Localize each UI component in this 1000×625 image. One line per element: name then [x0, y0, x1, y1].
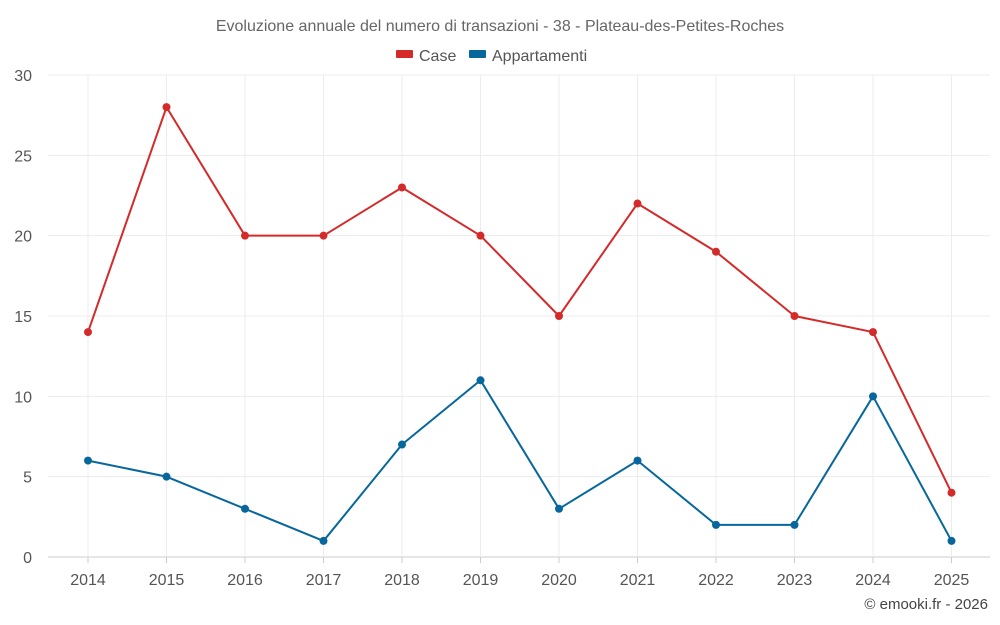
data-point-case [633, 199, 642, 208]
y-tick-label: 5 [23, 470, 32, 487]
data-point-appartamenti [319, 536, 328, 545]
data-point-case [241, 231, 249, 240]
data-point-appartamenti [162, 472, 171, 481]
x-tick-label: 2024 [855, 572, 891, 589]
data-point-appartamenti [790, 520, 799, 529]
data-point-appartamenti [712, 520, 720, 529]
data-point-appartamenti [398, 440, 406, 449]
credit-text: © emooki.fr - 2026 [864, 596, 988, 613]
data-point-case [712, 247, 720, 256]
data-point-case [162, 103, 171, 112]
data-point-case [869, 328, 877, 337]
data-point-case [476, 231, 485, 240]
data-point-case [319, 231, 328, 240]
data-point-appartamenti [633, 456, 642, 465]
data-point-appartamenti [555, 504, 563, 513]
y-tick-label: 15 [14, 309, 32, 326]
x-tick-label: 2018 [384, 572, 420, 589]
data-point-case [398, 183, 406, 192]
data-point-case [84, 328, 92, 337]
legend-label-appartamenti[interactable]: Appartamenti [492, 48, 587, 65]
data-point-appartamenti [869, 392, 877, 401]
chart-legend: Case Appartamenti [396, 48, 587, 65]
legend-swatch-case [396, 50, 413, 58]
y-tick-label: 10 [14, 389, 32, 406]
y-tick-label: 0 [23, 550, 32, 567]
data-point-case [790, 312, 799, 320]
y-axis-ticks: 0 5 10 15 20 25 30 [14, 68, 32, 567]
x-tick-label: 2020 [541, 572, 577, 589]
data-point-appartamenti [947, 536, 956, 545]
x-tick-label: 2017 [306, 572, 342, 589]
x-tick-label: 2022 [698, 572, 734, 589]
x-tick-label: 2016 [227, 572, 263, 589]
x-tick-label: 2019 [463, 572, 499, 589]
x-tick-label: 2021 [620, 572, 656, 589]
data-point-case [947, 488, 956, 497]
x-tick-label: 2025 [934, 572, 970, 589]
y-tick-label: 30 [14, 68, 32, 85]
x-tick-label: 2023 [777, 572, 813, 589]
data-point-appartamenti [476, 376, 485, 385]
series-line-appartamenti [87, 379, 953, 542]
data-point-case [555, 312, 563, 320]
legend-swatch-appartamenti [469, 50, 486, 58]
legend-label-case[interactable]: Case [419, 48, 456, 65]
x-axis-ticks: 2014 2015 2016 2017 2018 2019 2020 2021 2022 2023… [70, 557, 969, 589]
grid-lines [48, 74, 990, 558]
series-layer [84, 103, 956, 545]
x-tick-label: 2015 [149, 572, 185, 589]
y-tick-label: 25 [14, 148, 32, 165]
y-tick-label: 20 [14, 229, 32, 246]
chart-title: Evoluzione annuale del numero di transaz… [216, 18, 784, 35]
data-point-appartamenti [84, 456, 92, 465]
data-point-appartamenti [241, 504, 249, 513]
x-tick-label: 2014 [70, 572, 106, 589]
series-line-case [87, 106, 953, 494]
